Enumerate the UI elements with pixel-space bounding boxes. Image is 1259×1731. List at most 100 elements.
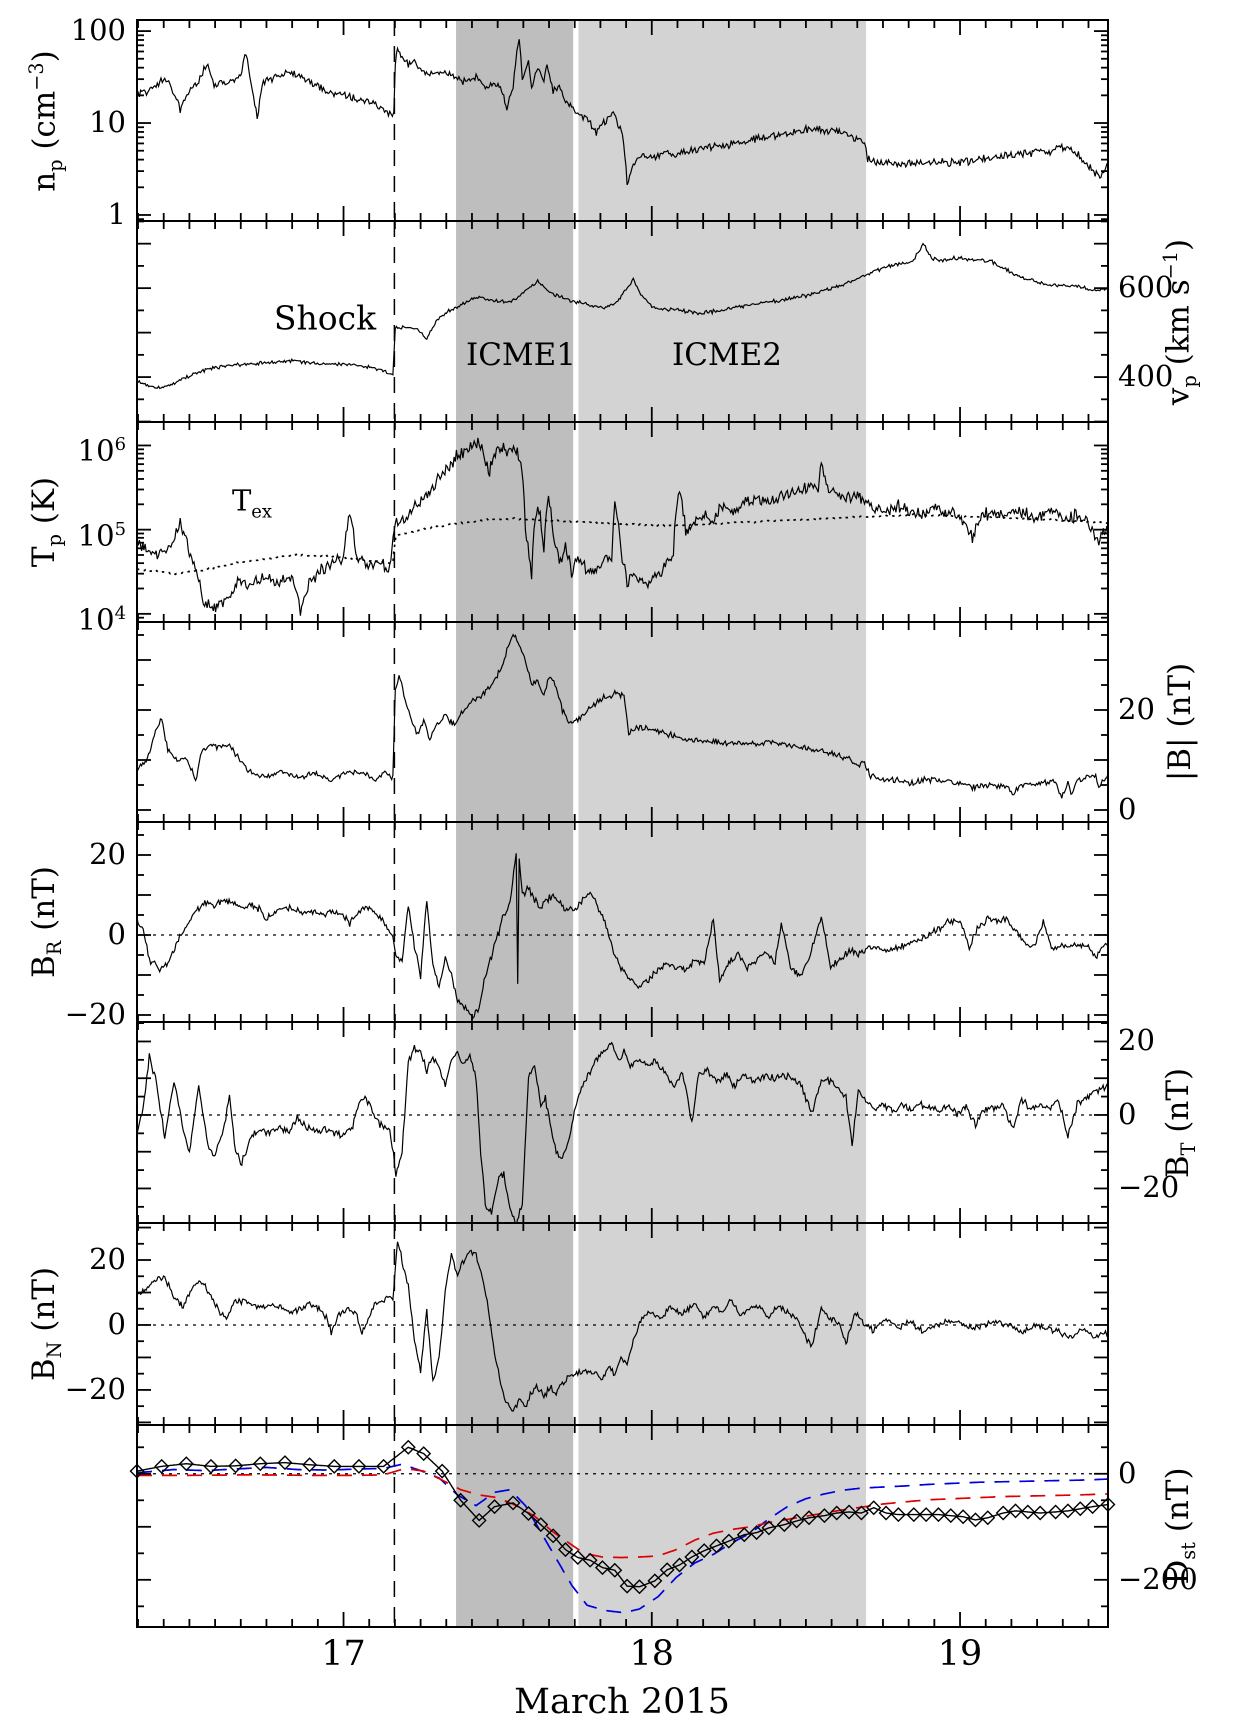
ytick-label-np: 10 (89, 105, 126, 140)
ytick-label-vp: 400 (1118, 359, 1174, 394)
region-icme2 (578, 1425, 867, 1627)
axis-title-bn: BN (nT) (25, 1266, 67, 1382)
series-v_p (137, 242, 1108, 390)
dst-diamond-marker (434, 1463, 450, 1479)
dst-diamond-marker (955, 1509, 971, 1525)
dst-diamond-marker (594, 1560, 610, 1576)
ticks-bn (137, 1223, 1108, 1425)
dst-diamond-marker (696, 1543, 712, 1559)
x-tick-label: 17 (321, 1634, 366, 1674)
dst-diamond-marker (918, 1507, 934, 1523)
ticks-vp (137, 220, 1108, 423)
dst-diamond-marker (1008, 1503, 1024, 1519)
x-tick-label: 18 (629, 1634, 675, 1674)
dst-diamond-marker (853, 1505, 869, 1521)
ytick-label-tp: 106 (77, 434, 126, 469)
dst-diamond-marker (761, 1520, 777, 1536)
dst-diamond-marker (906, 1507, 922, 1523)
dst-diamond-marker (841, 1504, 857, 1520)
dst-diamond-marker (351, 1458, 367, 1474)
region-icme2 (578, 422, 867, 622)
dst-diamond-marker (943, 1508, 959, 1524)
ytick-label-bt: 20 (1118, 1023, 1155, 1058)
dst-diamond-marker (471, 1512, 487, 1528)
panel-bt (137, 1022, 1108, 1223)
region-icme1 (456, 1425, 574, 1627)
dst-diamond-marker (995, 1505, 1011, 1521)
region-icme2 (578, 1022, 867, 1223)
dst-diamond-marker (776, 1517, 792, 1533)
icme1-annotation: ICME1 (465, 337, 577, 373)
ytick-label-b: 0 (1118, 792, 1137, 826)
ytick-label-bt: −20 (1118, 1170, 1180, 1205)
region-icme1 (456, 622, 574, 822)
ytick-label-tp: 104 (77, 602, 126, 637)
ytick-label-tp: 105 (77, 518, 126, 553)
series-B_T (137, 1041, 1108, 1223)
ticks-dst (137, 1425, 1108, 1627)
ytick-label-bn: −20 (64, 1371, 126, 1406)
axis-title-tp: Tp (K) (25, 476, 67, 568)
dst-diamond-marker (1032, 1505, 1048, 1521)
dst-diamond-marker (376, 1458, 392, 1474)
dst-diamond-marker (631, 1579, 647, 1595)
axis-title-br: BR (nT) (25, 866, 67, 978)
series-B_R (137, 853, 1108, 1020)
ticks-np (137, 20, 1108, 221)
region-icme1 (456, 221, 574, 422)
dst-diamond-marker (326, 1458, 342, 1474)
dst-diamond-marker (816, 1508, 832, 1524)
axis-title-vp: vp (km s−1) (1159, 238, 1201, 405)
ytick-label-dst: −200 (1118, 1561, 1198, 1596)
shock-annotation: Shock (273, 298, 377, 338)
ytick-label-br: 20 (89, 837, 126, 871)
ytick-label-np: 100 (70, 13, 126, 48)
ytick-label-br: 0 (107, 917, 126, 951)
axis-title-np: np (cm−3) (25, 49, 67, 192)
panel-vp (137, 221, 1108, 422)
dst-diamond-marker (647, 1573, 663, 1589)
axis-title-b: |B| (nT) (1162, 662, 1198, 782)
region-icme2 (578, 822, 867, 1022)
dst-diamond-marker (930, 1507, 946, 1523)
dst-diamond-marker (967, 1512, 983, 1528)
dst-diamond-marker (721, 1533, 737, 1549)
region-icme2 (578, 1223, 867, 1425)
icme2-annotation: ICME2 (671, 337, 783, 373)
x-tick-label: 19 (937, 1634, 983, 1674)
dst-diamond-marker (749, 1525, 765, 1541)
x-axis-title: March 2015 (514, 1682, 730, 1722)
dst-diamond-marker (607, 1562, 623, 1578)
dst-diamond-marker (684, 1549, 700, 1565)
region-icme1 (456, 1022, 574, 1223)
panel-br (137, 822, 1108, 1022)
dst-diamond-marker (487, 1499, 503, 1515)
ytick-label-bn: 0 (107, 1306, 126, 1341)
ytick-label-bt: 0 (1118, 1096, 1137, 1131)
series-|B| (137, 633, 1108, 799)
series-Dst_model_blue (137, 1463, 1108, 1614)
dst-diamond-marker (619, 1578, 635, 1594)
dst-diamond-marker (1072, 1501, 1088, 1517)
dst-diamond-marker (878, 1505, 894, 1521)
dst-diamond-marker (505, 1495, 521, 1511)
ytick-label-b: 20 (1118, 692, 1155, 726)
ticks-b (137, 622, 1108, 822)
region-icme2 (578, 20, 867, 221)
ticks-tp (137, 422, 1108, 623)
dst-diamond-marker (1020, 1504, 1036, 1520)
series-Dst_observed (137, 1446, 1108, 1588)
dst-diamond-marker (980, 1510, 996, 1526)
dst-diamond-marker (1048, 1504, 1064, 1520)
dst-diamond-marker (545, 1528, 561, 1544)
dst-diamond-marker (582, 1552, 598, 1568)
dst-diamond-marker (154, 1458, 170, 1474)
dst-diamond-marker (672, 1557, 688, 1573)
region-icme1 (456, 20, 574, 221)
tex-annotation: Tex (231, 483, 273, 523)
dst-diamond-marker (829, 1505, 845, 1521)
dst-diamond-marker (520, 1506, 536, 1522)
dst-diamond-marker (570, 1550, 586, 1566)
ticks-br (137, 822, 1108, 1022)
